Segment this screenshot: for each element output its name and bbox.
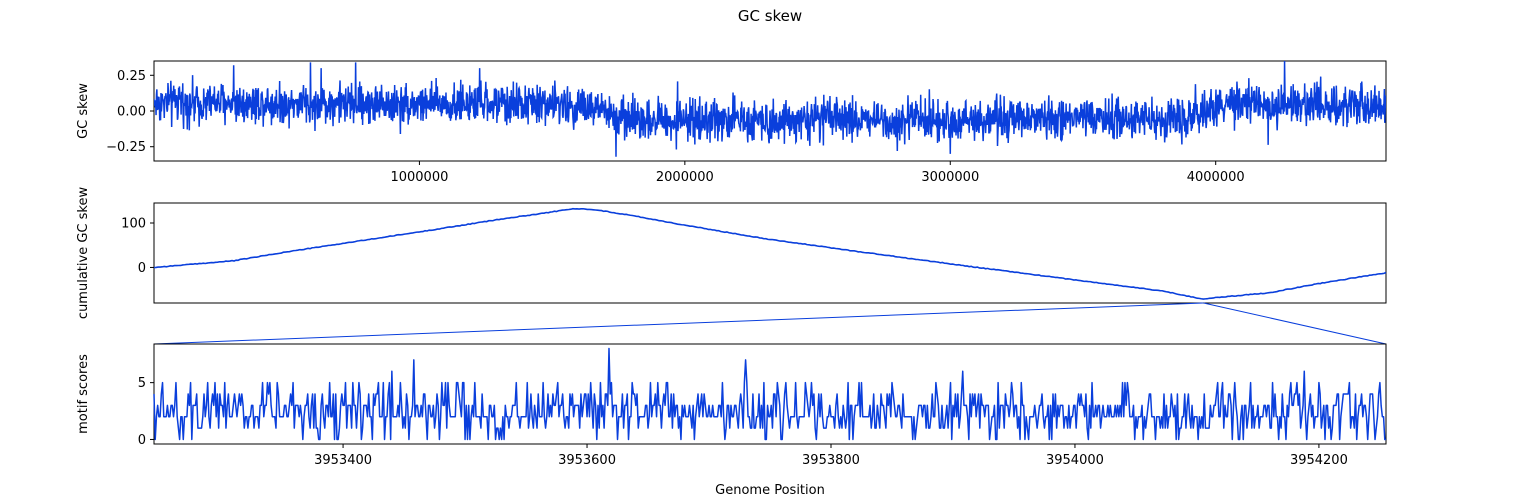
x-tick-label: 1000000 bbox=[390, 170, 448, 185]
y-tick-label: 0.25 bbox=[117, 69, 146, 84]
y-tick-label: 0.00 bbox=[117, 105, 146, 120]
motif-scores-panel: 5 0 3953400 3953600 3953800 3954000 3954200 mot… bbox=[76, 343, 1387, 468]
figure-title: GC skew bbox=[738, 7, 802, 25]
y-axis-label: motif scores bbox=[76, 354, 91, 434]
plot-frame bbox=[153, 202, 1387, 304]
x-axis-label: Genome Position bbox=[715, 483, 825, 498]
y-axis-label: GC skew bbox=[76, 83, 91, 139]
zoom-connector bbox=[153, 302, 1387, 345]
y-tick-label: 5 bbox=[138, 376, 146, 391]
zoom-connector-right bbox=[1203, 302, 1387, 345]
y-tick-label: −0.25 bbox=[106, 140, 146, 155]
x-tick-label: 3953600 bbox=[558, 453, 616, 468]
x-tick-label: 3953400 bbox=[314, 453, 372, 468]
x-tick-label: 4000000 bbox=[1187, 170, 1245, 185]
gc-skew-panel: 0.25 0.00 −0.25 1000000 2000000 3000000 400000… bbox=[76, 60, 1387, 185]
zoom-connector-left bbox=[153, 302, 1204, 345]
x-tick-label: 3954000 bbox=[1046, 453, 1104, 468]
x-tick-label: 3000000 bbox=[921, 170, 979, 185]
x-tick-label: 2000000 bbox=[656, 170, 714, 185]
cumulative-gc-skew-panel: 100 0 cumulative GC skew bbox=[76, 187, 1387, 320]
y-tick-label: 0 bbox=[138, 433, 146, 448]
x-tick-label: 3954200 bbox=[1290, 453, 1348, 468]
y-axis-label: cumulative GC skew bbox=[76, 187, 91, 320]
cumulative-gc-skew-line bbox=[153, 207, 1387, 300]
y-tick-label: 0 bbox=[138, 261, 146, 276]
x-tick-label: 3953800 bbox=[802, 453, 860, 468]
y-tick-label: 100 bbox=[121, 217, 146, 232]
gc-skew-series-line bbox=[154, 61, 1386, 157]
motif-scores-line bbox=[153, 347, 1386, 441]
